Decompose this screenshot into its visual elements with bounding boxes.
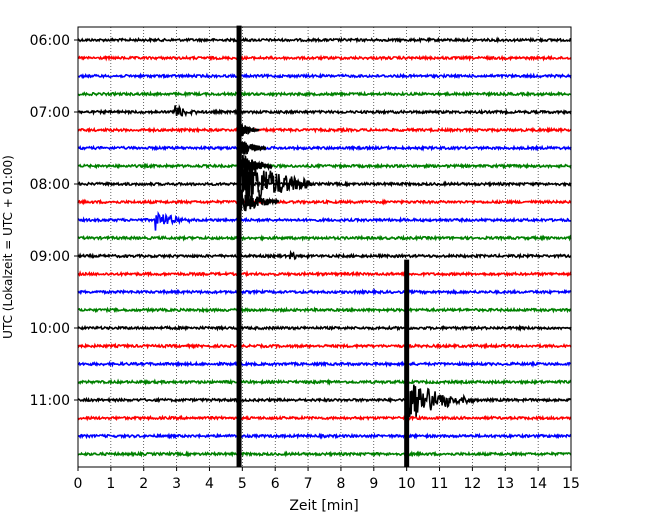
seismic-trace [77, 198, 572, 206]
x-axis-ticks: 0 1 2 3 4 5 6 7 8 9 10 11 12 13 14 15 [74, 467, 580, 492]
seismic-trace [77, 36, 572, 44]
x-tick-label: 4 [205, 476, 214, 492]
seismic-trace [77, 288, 572, 297]
seismic-trace [77, 378, 572, 386]
seismic-trace [77, 306, 572, 314]
seismic-trace [77, 234, 572, 242]
x-tick-label: 15 [562, 476, 580, 492]
seismic-trace [77, 54, 572, 62]
seismic-trace [77, 104, 572, 118]
y-tick-label: 06:00 [30, 33, 70, 49]
x-tick-label: 7 [304, 476, 313, 492]
seismic-trace [77, 360, 572, 368]
x-tick-label: 1 [106, 476, 115, 492]
seismic-trace [77, 249, 572, 261]
seismic-trace [77, 126, 572, 134]
trace-layer [77, 36, 572, 458]
x-tick-label: 11 [431, 476, 449, 492]
x-tick-label: 10 [398, 476, 416, 492]
seismic-trace [77, 450, 572, 458]
spike-coda [238, 123, 260, 139]
y-axis-ticks: 06:00 07:00 08:00 09:00 10:00 11:00 [30, 33, 78, 409]
x-tick-label: 8 [336, 476, 345, 492]
seismic-trace [77, 324, 572, 332]
x-axis-label: Zeit [min] [289, 498, 358, 514]
seismic-trace [77, 180, 572, 188]
x-tick-label: 12 [463, 476, 481, 492]
plot-frame [77, 26, 572, 468]
y-tick-label: 10:00 [30, 321, 70, 337]
x-tick-label: 5 [238, 476, 247, 492]
y-tick-label: 07:00 [30, 105, 70, 121]
seismic-trace [77, 90, 572, 98]
seismic-trace [77, 270, 572, 278]
spike-band [236, 25, 242, 467]
seismic-trace [77, 342, 572, 350]
x-tick-label: 3 [172, 476, 181, 492]
x-tick-label: 13 [496, 476, 514, 492]
seismic-trace [77, 144, 572, 152]
spike-layer [236, 25, 410, 467]
seismic-trace [77, 384, 572, 422]
spike-coda [238, 154, 273, 177]
x-tick-label: 6 [271, 476, 280, 492]
x-tick-label: 0 [74, 476, 83, 492]
seismic-trace [77, 162, 572, 170]
y-tick-label: 09:00 [30, 249, 70, 265]
spike-coda [238, 189, 280, 216]
seismic-trace [77, 414, 572, 422]
spike-band [404, 259, 410, 467]
y-tick-label: 08:00 [30, 177, 70, 193]
x-tick-label: 2 [139, 476, 148, 492]
y-axis-label: UTC (Lokalzeit = UTC + 01:00) [1, 155, 15, 339]
seismic-trace [77, 432, 572, 440]
seismic-trace [77, 72, 572, 80]
y-tick-label: 11:00 [30, 393, 70, 409]
x-tick-label: 14 [529, 476, 547, 492]
seismic-trace [77, 210, 572, 231]
x-tick-label: 9 [369, 476, 378, 492]
spike-coda [238, 138, 267, 159]
